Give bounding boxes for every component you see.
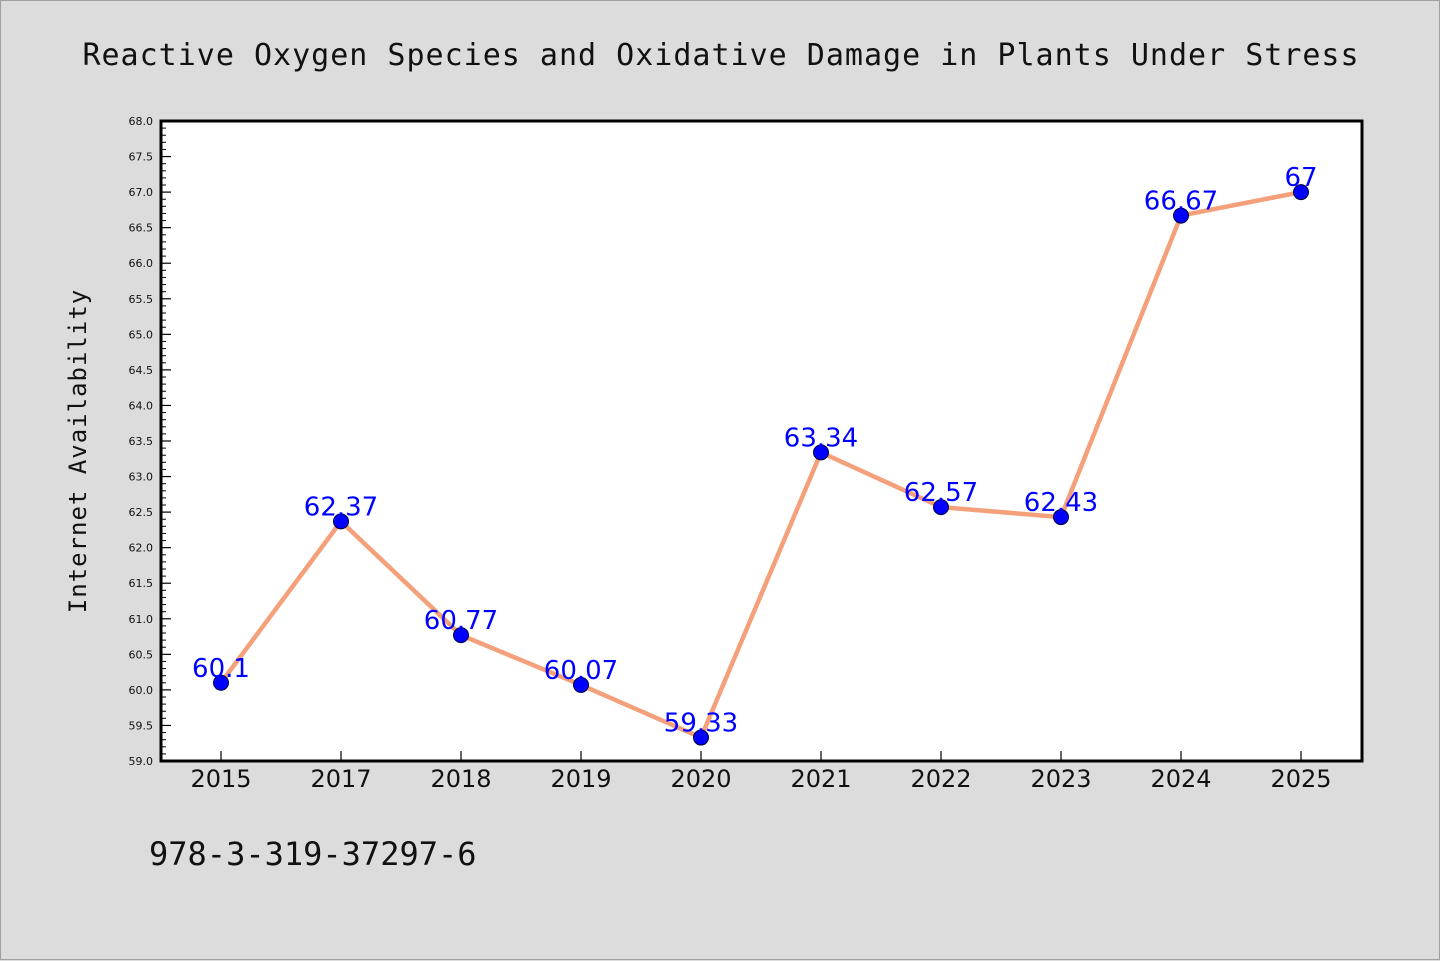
data-label: 62.37 bbox=[304, 492, 378, 522]
data-labels: 60.1 62.37 60.77 60.07 59.33 63.34 62.57 62.43 6… bbox=[192, 163, 1317, 738]
y-tick-label: 67.5 bbox=[129, 151, 154, 164]
data-point bbox=[453, 627, 469, 644]
x-tick-label: 2015 bbox=[190, 765, 251, 793]
y-tick-label: 66.5 bbox=[129, 222, 154, 235]
x-tick-label: 2020 bbox=[670, 765, 731, 793]
data-point bbox=[1173, 207, 1189, 224]
series-line bbox=[219, 189, 1302, 740]
x-tick-label: 2023 bbox=[1030, 765, 1091, 793]
data-point bbox=[1293, 184, 1309, 201]
y-tick-label: 66.0 bbox=[129, 257, 154, 270]
data-label: 60.77 bbox=[424, 606, 498, 636]
x-tick-label: 2018 bbox=[430, 765, 491, 793]
data-point bbox=[693, 729, 709, 746]
plot-area bbox=[159, 119, 1364, 763]
x-tick-label: 2024 bbox=[1150, 765, 1211, 793]
y-tick-label: 59.5 bbox=[129, 719, 154, 732]
data-label: 60.07 bbox=[544, 656, 618, 686]
y-tick-label: 59.0 bbox=[129, 755, 154, 768]
data-point bbox=[333, 513, 349, 530]
data-label: 66.67 bbox=[1144, 187, 1218, 217]
data-label: 60.1 bbox=[192, 654, 250, 684]
data-point bbox=[213, 674, 229, 691]
chart-title: Reactive Oxygen Species and Oxidative Da… bbox=[82, 38, 1359, 73]
y-axis-label: Internet Availability bbox=[64, 289, 92, 613]
y-tick-label: 60.0 bbox=[129, 684, 154, 697]
y-tick-label: 68.0 bbox=[129, 115, 154, 128]
footer-isbn: 978-3-319-37297-6 bbox=[149, 835, 477, 873]
y-tick-label: 67.0 bbox=[129, 186, 154, 199]
y-tick-label: 62.0 bbox=[129, 542, 154, 555]
x-tick-label: 2019 bbox=[550, 765, 611, 793]
data-label: 63.34 bbox=[784, 423, 858, 453]
y-tick-label: 61.0 bbox=[129, 613, 154, 626]
x-tick-label: 2022 bbox=[910, 765, 971, 793]
y-tick-label: 64.0 bbox=[129, 399, 154, 412]
y-tick-label: 63.0 bbox=[129, 471, 154, 484]
data-point bbox=[1053, 509, 1069, 526]
x-axis: 2015 2017 2018 2019 2020 2021 2022 2023 2024 2025 bbox=[190, 751, 1332, 793]
y-tick-label: 63.5 bbox=[129, 435, 154, 448]
y-tick-label: 62.5 bbox=[129, 506, 154, 519]
data-point bbox=[573, 676, 589, 693]
data-point bbox=[933, 499, 949, 516]
data-label: 62.43 bbox=[1024, 488, 1098, 518]
data-label: 67 bbox=[1284, 163, 1317, 193]
data-label: 59.33 bbox=[664, 709, 738, 739]
x-tick-label: 2021 bbox=[790, 765, 851, 793]
y-tick-label: 60.5 bbox=[129, 648, 154, 661]
data-label: 62.57 bbox=[904, 478, 978, 508]
y-tick-label: 65.0 bbox=[129, 328, 154, 341]
y-tick-label: 64.5 bbox=[129, 364, 154, 377]
y-tick-label: 61.5 bbox=[129, 577, 154, 590]
data-point bbox=[813, 444, 829, 461]
x-tick-label: 2025 bbox=[1270, 765, 1331, 793]
y-axis: 59.0 59.5 60.0 60.5 61.0 61.5 62.0 62.5 63.0 63.5… bbox=[129, 115, 171, 768]
y-tick-label: 65.5 bbox=[129, 293, 154, 306]
data-series bbox=[213, 184, 1309, 746]
x-tick-label: 2017 bbox=[310, 765, 371, 793]
